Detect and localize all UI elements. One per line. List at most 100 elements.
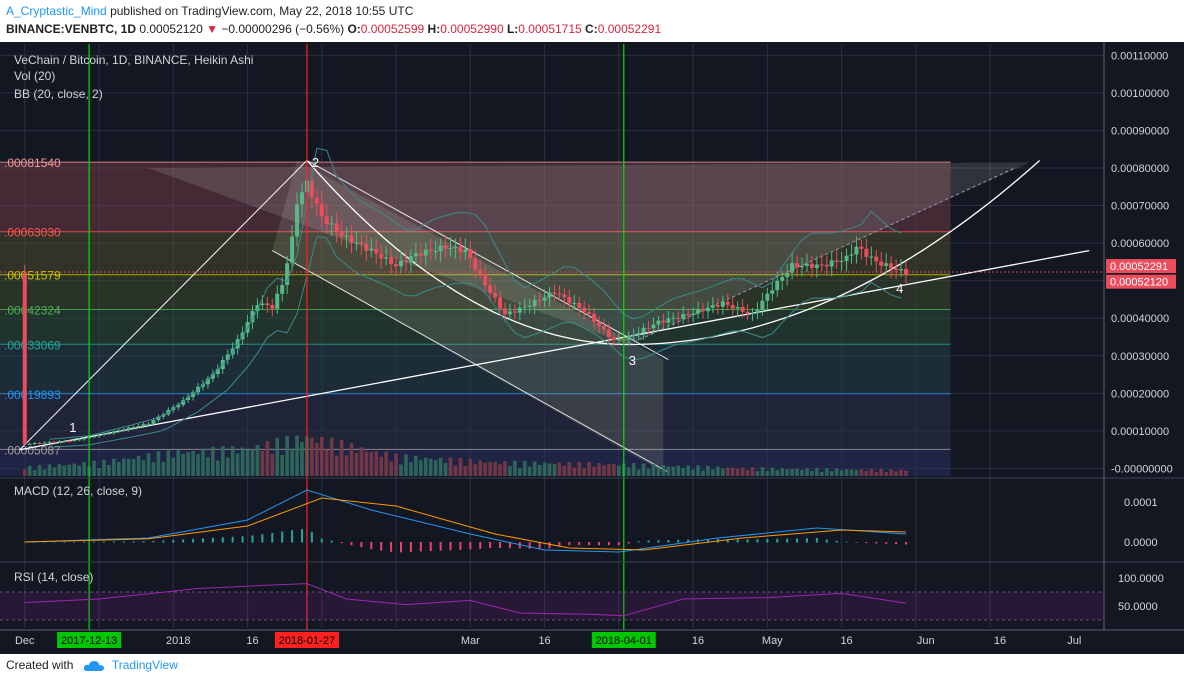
candle-body (512, 311, 517, 313)
candle-body (309, 180, 314, 198)
author-link[interactable]: A_Cryptastic_Mind (6, 4, 107, 18)
volume-bar (518, 468, 522, 476)
high-value: 0.00052990 (440, 22, 504, 36)
price-tick: 0.00060000 (1111, 238, 1169, 250)
volume-bar (37, 464, 42, 476)
candle-body (587, 312, 592, 314)
candle-body (111, 431, 116, 434)
volume-bar (636, 469, 641, 476)
candle-body (735, 306, 740, 309)
candle-body (547, 292, 552, 298)
candle-body (42, 442, 47, 444)
impulse-line (19, 160, 308, 451)
volume-bar (508, 466, 512, 476)
volume-bar (409, 462, 413, 476)
macd-histogram (390, 542, 393, 552)
macd-histogram (73, 541, 76, 543)
volume-bar (547, 463, 552, 476)
volume-bar (820, 471, 824, 476)
volume-bar (141, 460, 146, 476)
macd-histogram (340, 542, 343, 544)
price-tick: 0.00010000 (1111, 426, 1169, 438)
macd-histogram (518, 542, 521, 549)
bb-legend[interactable]: BB (20, close, 2) (14, 87, 103, 101)
candle-body (394, 264, 399, 267)
time-tick: 16 (994, 635, 1006, 647)
candle-body (626, 335, 631, 340)
volume-bar (488, 462, 492, 476)
price-tick: -0.00000000 (1111, 463, 1173, 475)
candle-body (181, 400, 186, 405)
price-badge-text: 0.00052120 (1110, 277, 1168, 289)
volume-bar (52, 467, 57, 476)
candle-body (730, 304, 735, 309)
candle-body (656, 320, 661, 325)
candle-body (542, 297, 547, 301)
published-text: published on TradingView.com, May 22, 20… (110, 4, 414, 18)
candle-body (661, 320, 666, 323)
volume-bar (121, 458, 126, 476)
macd-pane[interactable] (0, 477, 1184, 553)
macd-legend[interactable]: MACD (12, 26, close, 9) (14, 484, 142, 498)
candle-body (67, 440, 72, 442)
candle-body (359, 242, 364, 245)
candle-body (290, 236, 295, 264)
candle-body (681, 313, 686, 319)
candle-body (369, 248, 374, 251)
vol-legend[interactable]: Vol (20) (14, 69, 55, 83)
candle-body (849, 254, 854, 256)
created-with-text: Created with (6, 658, 74, 672)
candle-body (121, 429, 126, 431)
volume-bar (399, 464, 403, 476)
volume-bar (438, 457, 443, 476)
volume-bar (47, 464, 52, 476)
candle-body (527, 306, 532, 308)
price-badge (1106, 259, 1176, 274)
volume-bar (191, 450, 195, 476)
fib-label: .00033069 (4, 338, 61, 352)
volume-bar (394, 453, 398, 476)
candle-body (265, 303, 270, 306)
rsi-band (0, 592, 1104, 620)
rsi-pane[interactable] (0, 561, 1184, 621)
candle-body (864, 248, 869, 257)
volume-bar (255, 444, 260, 476)
wave-label: 4 (896, 281, 903, 296)
candle-body (186, 396, 191, 401)
candle-body (97, 434, 102, 437)
volume-bar (562, 465, 567, 476)
rsi-legend[interactable]: RSI (14, close) (14, 570, 93, 584)
candle-body (210, 374, 215, 379)
macd-histogram (102, 541, 105, 543)
macd-histogram (508, 542, 511, 549)
candle-body (720, 301, 725, 307)
volume-bar (671, 466, 676, 476)
tradingview-link[interactable]: TradingView (111, 658, 178, 672)
candle-body (126, 427, 131, 430)
candle-body (829, 260, 834, 267)
axes: 0.00110000 0.00100000 0.00090000 0.00080000… (0, 42, 1184, 648)
volume-bar (577, 461, 582, 476)
candle-body (418, 253, 423, 256)
macd-histogram (291, 530, 294, 543)
date-badge-text: 2018-04-01 (596, 635, 652, 647)
volume-bar (503, 461, 507, 476)
price-badge-text: 0.00052291 (1110, 261, 1168, 273)
volume-bar (329, 437, 334, 476)
chart-canvas[interactable]: .00081540 .00063030 .00051579 .00042324 .000… (0, 42, 1184, 654)
candle-body (285, 263, 290, 286)
macd-histogram (568, 542, 571, 546)
candle-body (696, 309, 701, 314)
candle-body (611, 337, 616, 341)
candle-body (72, 440, 77, 442)
macd-histogram (805, 538, 808, 543)
candle-body (423, 249, 428, 256)
volume-bar (379, 456, 384, 476)
macd-histogram (865, 542, 868, 544)
volume-bar (750, 467, 755, 476)
macd-histogram (360, 542, 363, 548)
macd-histogram (261, 534, 264, 543)
volume-bar (780, 468, 785, 476)
volume-bar (369, 451, 374, 476)
price-pane[interactable]: .00081540 .00063030 .00051579 .00042324 .000… (0, 44, 1104, 630)
